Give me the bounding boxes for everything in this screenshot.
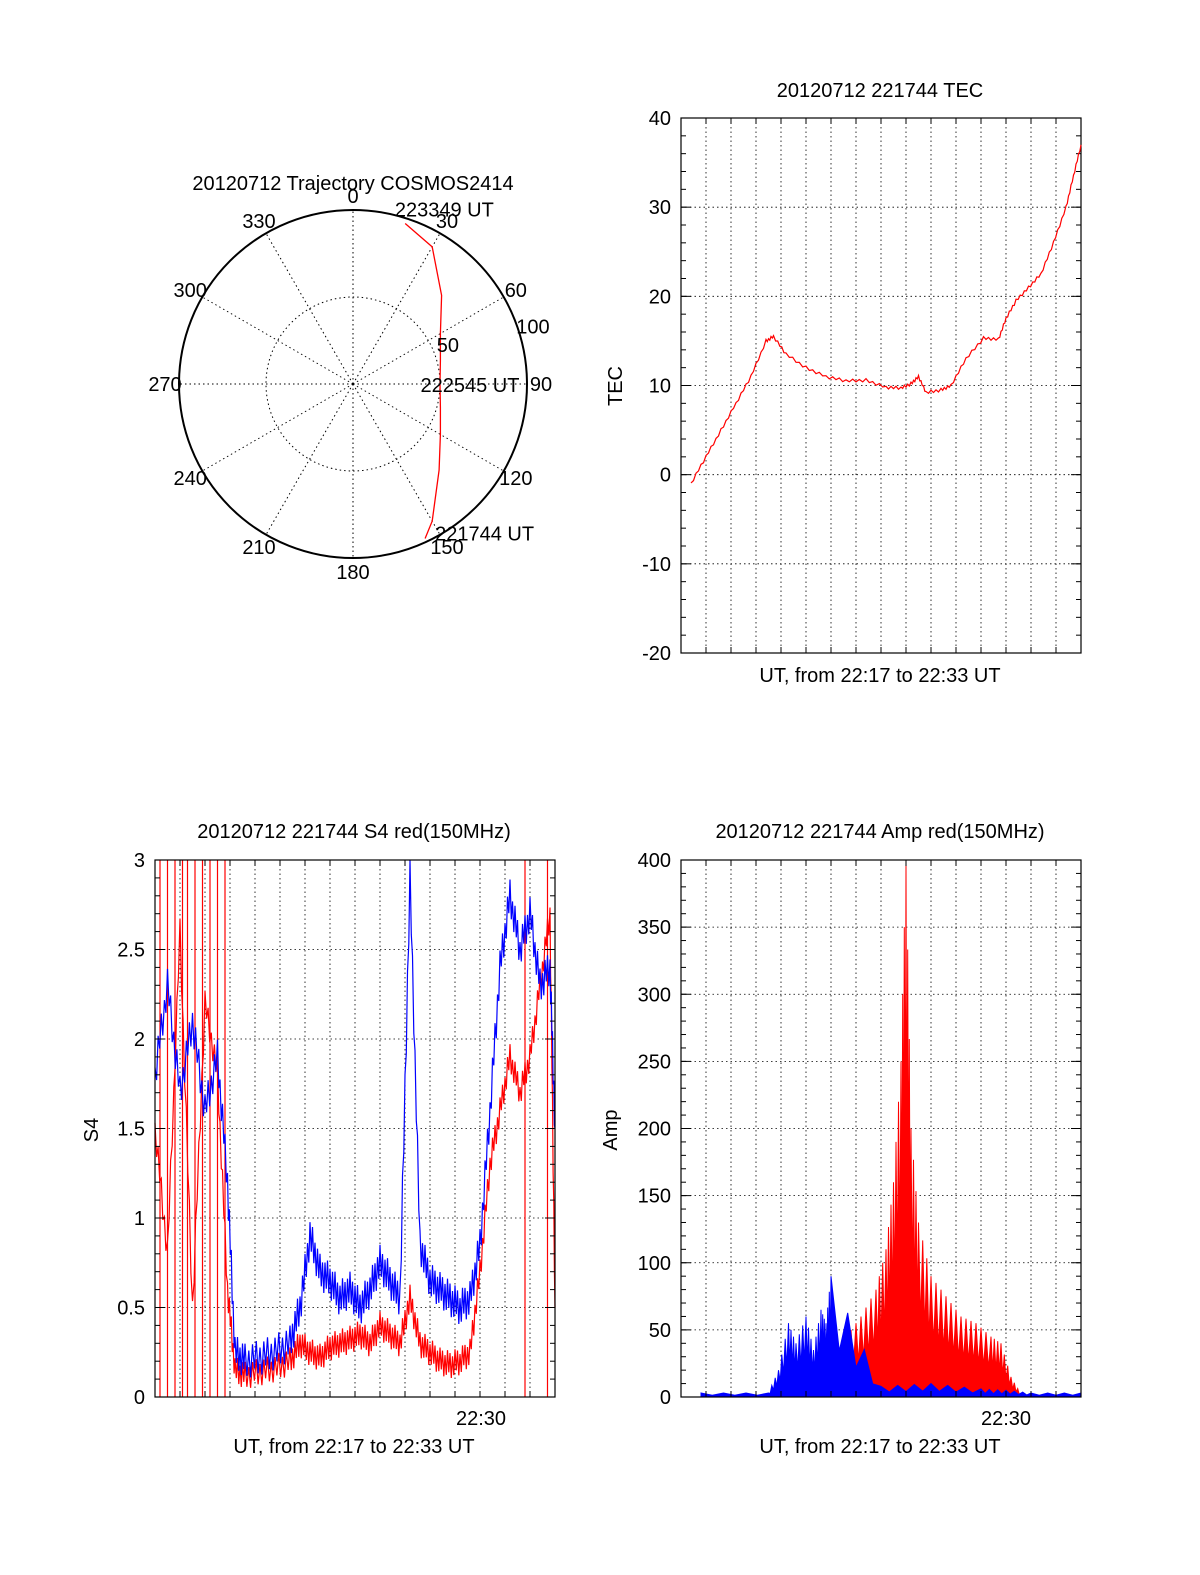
polar-grid-spoke bbox=[202, 383, 354, 472]
y-tick-label: 20 bbox=[649, 286, 671, 308]
amp-xtick-2230: 22:30 bbox=[981, 1408, 1031, 1430]
y-tick-label: 200 bbox=[638, 1119, 671, 1141]
polar-angle-label: 120 bbox=[499, 468, 532, 490]
y-tick-label: 350 bbox=[638, 917, 671, 939]
polar-angle-label: 270 bbox=[148, 374, 181, 396]
polar-angle-label: 210 bbox=[242, 537, 275, 559]
tec-title: 20120712 221744 TEC bbox=[777, 80, 983, 102]
amp-blue-series-fill bbox=[700, 1276, 1082, 1398]
polar-labels: 0 30 60 90 120 150 180 210 240 270 300 330 50 100 2233… bbox=[148, 186, 552, 584]
y-tick-label: 0 bbox=[660, 1387, 671, 1409]
polar-grid-spoke bbox=[265, 383, 354, 535]
y-tick-label: -10 bbox=[642, 554, 671, 576]
y-tick-label: 0.5 bbox=[117, 1298, 145, 1320]
y-tick-label: 0 bbox=[134, 1387, 145, 1409]
polar-outer-circle bbox=[178, 209, 528, 559]
polar-grid-spoke bbox=[352, 383, 441, 535]
y-tick-label: 300 bbox=[638, 984, 671, 1006]
y-tick-label: 2 bbox=[134, 1029, 145, 1051]
s4-ylabel: S4 bbox=[81, 1118, 103, 1142]
polar-grid-spoke bbox=[352, 233, 441, 385]
amp-xlabel: UT, from 22:17 to 22:33 UT bbox=[759, 1436, 1000, 1458]
polar-time-annotation: 221744 UT bbox=[435, 523, 534, 545]
tec-grid bbox=[681, 118, 1081, 653]
polar-grid-spoke bbox=[202, 296, 354, 385]
tec-panel: 20120712 221744 TEC -20 -10 0 10 20 30 40 UT, … bbox=[605, 80, 1082, 687]
s4-red-spikes bbox=[159, 860, 549, 1397]
amp-grid bbox=[681, 860, 1081, 1397]
y-tick-label: 30 bbox=[649, 197, 671, 219]
y-tick-label: 1 bbox=[134, 1208, 145, 1230]
tec-ylabel: TEC bbox=[605, 366, 627, 406]
y-tick-label: 400 bbox=[638, 850, 671, 872]
s4-xlabel: UT, from 22:17 to 22:33 UT bbox=[233, 1436, 474, 1458]
polar-trajectory-line bbox=[404, 223, 443, 539]
y-tick-label: 2.5 bbox=[117, 940, 145, 962]
y-tick-label: 40 bbox=[649, 108, 671, 130]
polar-angle-label: 30 bbox=[436, 211, 458, 233]
tec-ticks: -20 -10 0 10 20 30 40 bbox=[642, 108, 1081, 665]
y-tick-label: 3 bbox=[134, 850, 145, 872]
polar-radial-label: 50 bbox=[437, 335, 459, 357]
s4-xtick-2230: 22:30 bbox=[456, 1408, 506, 1430]
polar-title: 20120712 Trajectory COSMOS2414 bbox=[192, 173, 513, 195]
y-tick-label: 10 bbox=[649, 376, 671, 398]
y-tick-label: 1.5 bbox=[117, 1119, 145, 1141]
polar-angle-label: 330 bbox=[242, 211, 275, 233]
amp-title: 20120712 221744 Amp red(150MHz) bbox=[715, 821, 1044, 843]
s4-ticks: 0 0.5 1 1.5 2 2.5 3 bbox=[117, 850, 555, 1409]
polar-angle-label: 90 bbox=[530, 374, 552, 396]
polar-angle-label: 150 bbox=[430, 537, 463, 559]
polar-time-annotation: 223349 UT bbox=[395, 200, 494, 222]
polar-angle-label: 180 bbox=[336, 562, 369, 584]
y-tick-label: 0 bbox=[660, 465, 671, 487]
amp-ticks: 0 50 100 150 200 250 300 350 400 bbox=[638, 850, 1081, 1409]
amp-ylabel: Amp bbox=[600, 1109, 622, 1150]
y-tick-label: 150 bbox=[638, 1186, 671, 1208]
tec-xlabel: UT, from 22:17 to 22:33 UT bbox=[759, 665, 1000, 687]
s4-red-series-line bbox=[154, 907, 556, 1388]
polar-time-annotation: 222545 UT bbox=[421, 375, 520, 397]
polar-angle-label: 0 bbox=[347, 186, 358, 208]
amp-panel: 20120712 221744 Amp red(150MHz) 0 50 100 15… bbox=[600, 821, 1082, 1458]
polar-panel: 20120712 Trajectory COSMOS2414 0 30 60 90 12… bbox=[148, 173, 552, 584]
y-tick-label: -20 bbox=[642, 643, 671, 665]
polar-grid-spoke bbox=[352, 383, 504, 472]
polar-angle-label: 60 bbox=[505, 280, 527, 302]
s4-title: 20120712 221744 S4 red(150MHz) bbox=[197, 821, 511, 843]
polar-grid-spoke bbox=[265, 233, 354, 385]
tec-series-line bbox=[690, 144, 1082, 484]
s4-grid bbox=[155, 860, 555, 1397]
polar-grid-spoke bbox=[352, 296, 504, 385]
s4-blue-series-line bbox=[154, 860, 556, 1378]
y-tick-label: 250 bbox=[638, 1051, 671, 1073]
y-tick-label: 100 bbox=[638, 1253, 671, 1275]
s4-panel: 20120712 221744 S4 red(150MHz) 0 0.5 1 1.5 2… bbox=[81, 821, 556, 1458]
y-tick-label: 50 bbox=[649, 1320, 671, 1342]
polar-angle-label: 240 bbox=[173, 468, 206, 490]
polar-radial-label: 100 bbox=[516, 317, 549, 339]
polar-angle-label: 300 bbox=[173, 280, 206, 302]
